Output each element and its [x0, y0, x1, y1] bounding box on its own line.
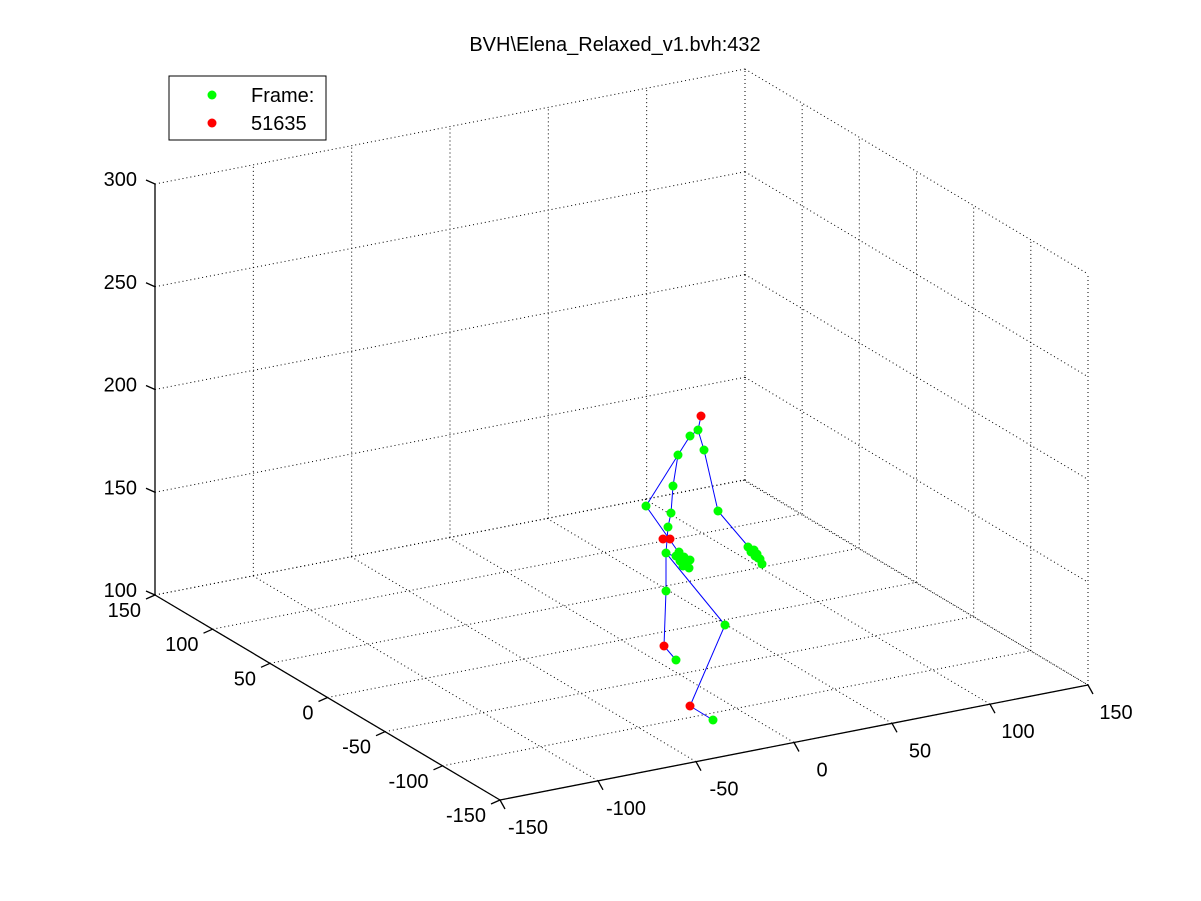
grid-line	[252, 575, 599, 782]
z-tick-label: 150	[104, 477, 137, 499]
joint-marker	[699, 445, 709, 455]
z-tick-label: 300	[104, 169, 137, 191]
x-tick	[1087, 684, 1094, 695]
y-tick-label: -100	[388, 771, 428, 793]
joint-marker	[753, 553, 763, 563]
end-effector-marker	[685, 701, 695, 711]
bone-line	[663, 590, 667, 647]
grid-line	[384, 616, 974, 733]
end-effector-marker	[658, 534, 668, 544]
x-tick-label: 100	[1001, 721, 1034, 743]
x-tick	[891, 723, 898, 733]
joint-marker	[679, 555, 689, 565]
grid-line	[154, 479, 746, 596]
joint-marker	[685, 431, 695, 441]
y-tick-label: -50	[342, 737, 371, 759]
x-tick-label: -100	[606, 798, 646, 820]
z-tick-label: 200	[104, 375, 137, 397]
y-tick-label: 150	[108, 600, 141, 622]
y-tick	[260, 662, 271, 668]
grid-line	[154, 171, 746, 288]
joint-marker	[661, 586, 671, 596]
joint-marker	[661, 548, 671, 558]
joint-marker	[666, 508, 676, 518]
y-tick	[375, 731, 386, 737]
joint-marker	[668, 481, 678, 491]
x-tick	[499, 799, 506, 810]
end-effector-marker	[665, 534, 675, 544]
joint-marker	[671, 655, 681, 665]
bone-line	[672, 454, 679, 487]
end-effector-marker	[696, 411, 706, 421]
joint-marker	[708, 715, 718, 725]
bone-line	[689, 624, 726, 707]
z-tick	[145, 384, 156, 391]
grid-line	[154, 376, 746, 493]
joint-marker	[693, 425, 703, 435]
x-tick	[695, 761, 702, 771]
grid-line	[442, 650, 1031, 767]
joint-marker	[713, 506, 723, 516]
y-tick	[318, 696, 328, 703]
x-tick	[793, 742, 800, 752]
x-tick	[597, 780, 604, 791]
grid-line	[744, 274, 1089, 480]
y-tick-label: 50	[234, 668, 256, 690]
z-tick	[145, 487, 156, 493]
z-tick	[145, 282, 156, 288]
grid-line	[744, 171, 1089, 378]
grid-line	[269, 547, 859, 664]
grid-line	[154, 68, 746, 185]
joint-marker	[746, 547, 756, 557]
joint-marker	[641, 501, 651, 511]
x-tick-label: 0	[816, 760, 827, 782]
bone-line	[645, 454, 679, 507]
z-tick-label: 100	[104, 580, 137, 602]
grid-line	[448, 537, 795, 743]
joint-marker	[720, 620, 730, 630]
x-tick	[989, 703, 996, 714]
x-tick-label: -50	[710, 779, 739, 801]
y-tick	[203, 628, 213, 634]
grid-line	[644, 498, 991, 705]
legend-label-frame: Frame:	[251, 85, 314, 107]
x-tick-label: -150	[508, 817, 548, 839]
bone-line	[670, 485, 674, 514]
bone-line	[703, 449, 719, 512]
grid-line	[744, 479, 1089, 686]
y-tick-label: 100	[165, 634, 198, 656]
z-tick	[145, 590, 156, 596]
grid-line	[742, 479, 1089, 686]
legend-box	[168, 75, 327, 141]
legend-marker-green	[207, 90, 217, 100]
joint-marker	[663, 522, 673, 532]
x-tick-label: 150	[1099, 702, 1132, 724]
z-tick-label: 250	[104, 272, 137, 294]
bone-line	[665, 552, 726, 626]
y-tick	[490, 799, 501, 805]
grid-line	[154, 274, 746, 390]
x-tick-label: 50	[909, 740, 931, 762]
end-effector-marker	[659, 641, 669, 651]
y-tick-label: -150	[446, 805, 486, 827]
joint-marker	[671, 551, 681, 561]
y-tick	[433, 765, 443, 771]
grid-line	[212, 513, 801, 630]
grid-line	[350, 556, 697, 763]
legend: Frame: 51635	[168, 75, 327, 141]
z-tick	[145, 179, 156, 185]
grid-line	[546, 517, 893, 724]
joint-marker	[684, 563, 694, 573]
legend-label-value: 51635	[251, 113, 307, 135]
legend-marker-red	[207, 118, 217, 128]
joint-marker	[673, 450, 683, 460]
grid-line	[744, 376, 1089, 583]
grid-line	[744, 68, 1089, 275]
y-tick	[145, 594, 156, 600]
y-tick-label: 0	[302, 703, 313, 725]
chart-title: BVH\Elena_Relaxed_v1.bvh:432	[469, 34, 760, 56]
